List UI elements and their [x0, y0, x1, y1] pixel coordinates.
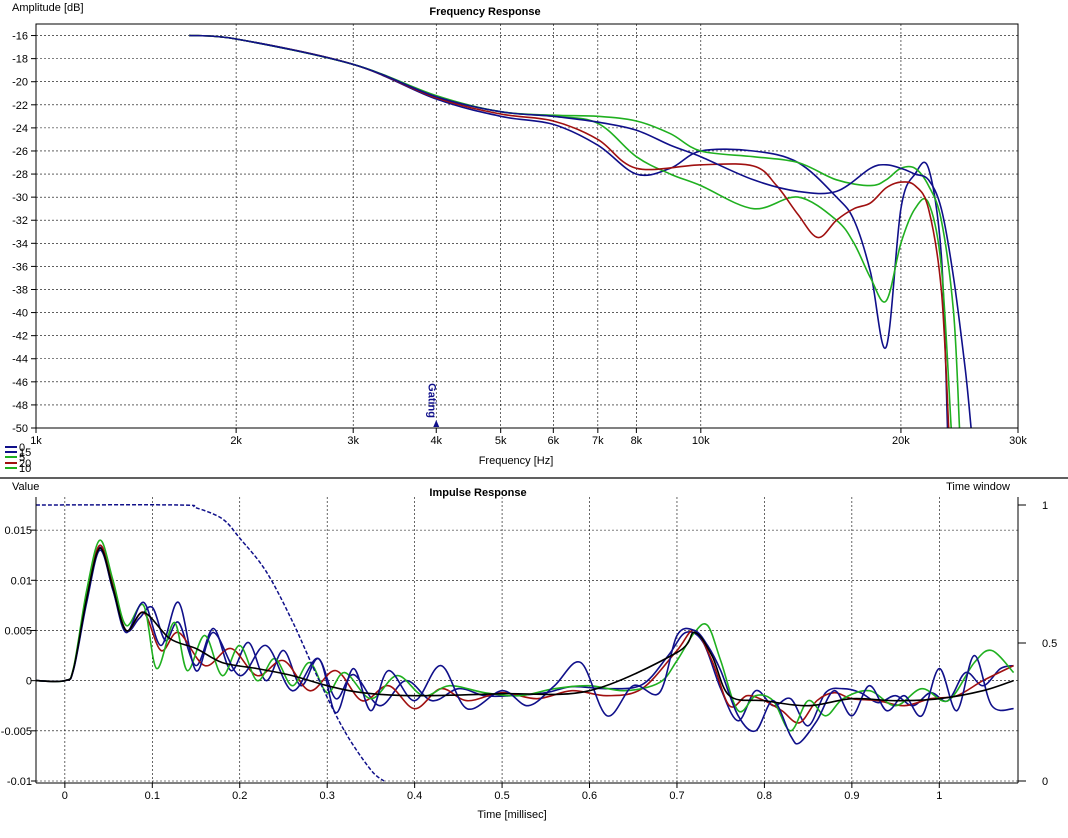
impulse-tick-label-x: 0.9: [844, 790, 859, 802]
frequency-tick-label-y: -50: [12, 423, 28, 435]
impulse-ylabel: Value: [12, 481, 39, 493]
frequency-response-panel: 1k 2k 3k 4k 5k 6k 7k 8k 10k 20k 30k -16 -18 -20 -22 -24…: [5, 2, 1027, 475]
gating-marker[interactable]: Gating: [425, 383, 440, 427]
impulse-title: Impulse Response: [429, 487, 526, 499]
frequency-series-line-0: [189, 34, 949, 428]
frequency-tick-label-y: -26: [12, 146, 28, 158]
frequency-tick-label-x: 10k: [692, 435, 710, 447]
impulse-tick-label-x: 0.3: [320, 790, 335, 802]
impulse-series-line-3: [36, 549, 1014, 745]
frequency-tick-label-y: -20: [12, 77, 28, 89]
legend-label: 10: [19, 463, 31, 475]
impulse-tick-label-y: 0.015: [4, 525, 32, 537]
impulse-series-line-0: [36, 546, 1014, 727]
impulse-tick-label-x: 0.4: [407, 790, 422, 802]
frequency-tick-label-y: -46: [12, 377, 28, 389]
frequency-tick-label-x: 30k: [1009, 435, 1027, 447]
legend-label: 5: [19, 452, 25, 464]
frequency-series-line-4: [189, 34, 972, 428]
frequency-tick-label-x: 6k: [548, 435, 560, 447]
frequency-tick-label-y: -28: [12, 169, 28, 181]
frequency-grid: [35, 24, 1019, 429]
time-window-tick-label: 0: [1042, 776, 1048, 788]
impulse-response-panel: 0 0.1 0.2 0.3 0.4 0.5 0.6 0.7 0.8 0.9 1 0.015 0.01 0.…: [1, 481, 1058, 821]
frequency-tick-label-y: -24: [12, 123, 28, 135]
impulse-series-line-4: [36, 547, 1014, 707]
frequency-tick-label-y: -30: [12, 192, 28, 204]
legend-label: 20: [19, 458, 31, 470]
frequency-tick-label-x: 5k: [495, 435, 507, 447]
frequency-tick-label-x: 8k: [631, 435, 643, 447]
impulse-series-line-2: [36, 539, 1015, 732]
impulse-grid: [36, 497, 1018, 783]
frequency-series-line-3: [189, 34, 961, 428]
impulse-tick-label-x: 0.6: [582, 790, 597, 802]
time-window-label: Time window: [946, 481, 1010, 493]
frequency-tick-label-y: -48: [12, 400, 28, 412]
frequency-tick-label-x: 20k: [892, 435, 910, 447]
impulse-tick-label-y: 0: [26, 676, 32, 688]
frequency-ticks: 1k 2k 3k 4k 5k 6k 7k 8k 10k 20k 30k -16 -18 -20 -22 -24…: [12, 31, 1027, 447]
frequency-tick-label-y: -44: [12, 354, 28, 366]
gating-marker-arrow: [433, 420, 440, 427]
frequency-series: [189, 34, 972, 428]
frequency-tick-label-y: -22: [12, 100, 28, 112]
impulse-tick-label-x: 0.1: [145, 790, 160, 802]
impulse-tick-label-y: -0.01: [7, 776, 32, 788]
legend-label: 0: [19, 442, 25, 454]
frequency-tick-label-y: -34: [12, 238, 28, 250]
frequency-tick-label-x: 4k: [430, 435, 442, 447]
gating-marker-label: Gating: [425, 383, 437, 418]
time-window-line: [35, 504, 385, 782]
time-window-curve: [35, 504, 385, 782]
time-window-tick-label: 1: [1042, 500, 1048, 512]
frequency-tick-label-x: 7k: [592, 435, 604, 447]
frequency-ylabel: Amplitude [dB]: [12, 2, 84, 14]
impulse-tick-label-y: -0.005: [1, 726, 32, 738]
frequency-tick-label-y: -32: [12, 215, 28, 227]
frequency-tick-label-x: 1k: [30, 435, 42, 447]
impulse-tick-label-y: 0.01: [11, 575, 32, 587]
impulse-tick-label-x: 0.5: [494, 790, 509, 802]
legend-label: 15: [19, 447, 31, 459]
impulse-ticks: 0 0.1 0.2 0.3 0.4 0.5 0.6 0.7 0.8 0.9 1 0.015 0.01 0.…: [1, 500, 1058, 802]
frequency-tick-label-y: -38: [12, 284, 28, 296]
frequency-tick-label-x: 2k: [230, 435, 242, 447]
frequency-tick-label-y: -36: [12, 261, 28, 273]
frequency-title: Frequency Response: [429, 6, 540, 18]
impulse-xlabel: Time [millisec]: [477, 809, 546, 821]
frequency-tick-label-y: -42: [12, 331, 28, 343]
impulse-tick-label-x: 0.2: [232, 790, 247, 802]
frequency-tick-label-y: -18: [12, 54, 28, 66]
frequency-tick-label-y: -16: [12, 31, 28, 43]
frequency-series-line-2: [189, 34, 950, 428]
frequency-tick-label-y: -40: [12, 308, 28, 320]
impulse-tick-label-x: 1: [936, 790, 942, 802]
impulse-tick-label-y: 0.005: [4, 625, 32, 637]
frequency-tick-label-x: 3k: [347, 435, 359, 447]
impulse-tick-label-x: 0: [62, 790, 68, 802]
impulse-series: [36, 539, 1015, 745]
frequency-xlabel: Frequency [Hz]: [479, 455, 554, 467]
impulse-tick-label-x: 0.7: [669, 790, 684, 802]
frequency-series-line-1: [189, 34, 952, 428]
frequency-plot-border: [35, 23, 1019, 429]
impulse-tick-label-x: 0.8: [757, 790, 772, 802]
time-window-tick-label: 0.5: [1042, 638, 1057, 650]
